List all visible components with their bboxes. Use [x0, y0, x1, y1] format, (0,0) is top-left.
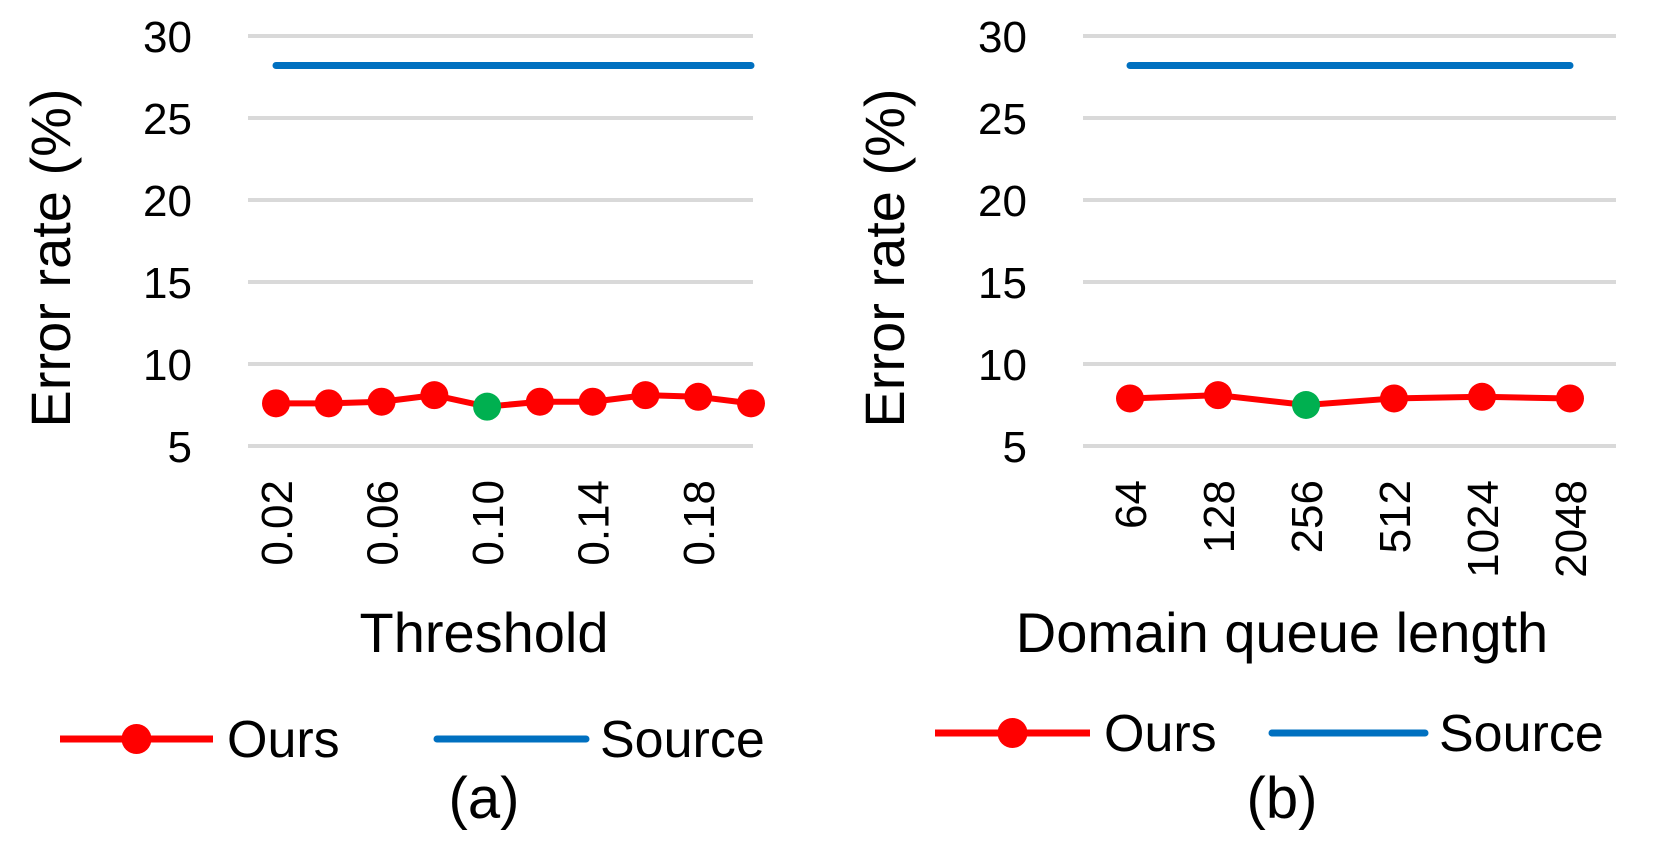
- panel-a-ours-point: [314, 389, 343, 418]
- panel-a-label: (a): [449, 766, 520, 831]
- panel-b-ytick-label: 20: [978, 177, 1027, 226]
- panel-a-ours-point: [525, 387, 554, 416]
- panel-b-label: (b): [1247, 766, 1318, 831]
- panel-b-ours-point: [1204, 381, 1232, 410]
- panel-a-xlabel: Threshold: [359, 601, 608, 664]
- panel-a-ours-point: [420, 381, 449, 410]
- panel-a-ours-point: [578, 387, 607, 416]
- panel-a-ours-point: [367, 387, 396, 416]
- panel-a-ytick-label: 5: [168, 423, 192, 472]
- panel-b-xlabel: Domain queue length: [1016, 601, 1548, 664]
- panel-b-legend: Ours Source: [935, 705, 1604, 763]
- panel-a-ylabel: Error rate (%): [19, 88, 82, 427]
- panel-b-ours-line: [1129, 392, 1571, 408]
- panel-a-xtick-label: 0.14: [570, 480, 619, 566]
- panel-b-ours-point: [1468, 382, 1496, 411]
- legend-ours-label: Ours: [1104, 705, 1217, 763]
- panel-b-ytick-label: 30: [978, 13, 1027, 62]
- panel-b-xtick-label: 256: [1283, 480, 1332, 553]
- panel-b-ytick-label: 25: [978, 95, 1027, 144]
- panel-b-ours-point-selected: [1292, 391, 1320, 419]
- panel-a-ytick-label: 25: [143, 95, 192, 144]
- panel-a-xtick-label: 0.10: [464, 480, 513, 566]
- panel-a-ours-point: [631, 381, 660, 410]
- panel-a-ytick-label: 30: [143, 13, 192, 62]
- legend-ours-marker: [121, 724, 152, 754]
- panel-a-ytick-label: 10: [143, 341, 192, 390]
- panel-b-ours-point: [1556, 384, 1584, 413]
- panel-a-ytick-label: 20: [143, 177, 192, 226]
- panel-a-ytick-label: 15: [143, 259, 192, 308]
- panel-a-ours-point: [684, 382, 713, 411]
- panel-b-chart: 5 10 15 20 25 30 Error rate (%) 64 128 256 512 1024…: [853, 13, 1616, 831]
- panel-b-ours-point: [1116, 384, 1144, 413]
- panel-b-xtick-label: 512: [1371, 480, 1420, 553]
- panel-a-ours-point-selected: [473, 392, 502, 421]
- panel-b-xtick-label: 2048: [1547, 480, 1596, 578]
- panel-b-xtick-label: 128: [1195, 480, 1244, 553]
- legend-ours-label: Ours: [227, 711, 340, 769]
- panel-b-xtick-label: 1024: [1459, 480, 1508, 578]
- panel-b-xtick-label: 64: [1107, 480, 1156, 529]
- panel-b-ours-point: [1380, 384, 1408, 413]
- legend-source-label: Source: [1439, 705, 1604, 763]
- panel-a-xtick-label: 0.18: [675, 480, 724, 566]
- panel-a-ours-point: [262, 389, 290, 418]
- panel-b-ytick-label: 5: [1003, 423, 1027, 472]
- panel-a-xtick-label: 0.02: [253, 480, 302, 566]
- panel-a-xtick-label: 0.06: [359, 480, 408, 566]
- panel-a-ours-point: [737, 389, 765, 418]
- legend-source-label: Source: [600, 711, 765, 769]
- panel-a-chart: 5 10 15 20 25 30 Error rate (%) 0.02 0.06 0.10 0.1…: [19, 13, 765, 831]
- panel-b-ylabel: Error rate (%): [853, 88, 916, 427]
- panel-b-ytick-label: 15: [978, 259, 1027, 308]
- panel-a-ours-line: [276, 392, 752, 410]
- panel-b-ytick-label: 10: [978, 341, 1027, 390]
- panel-a-legend: Ours Source: [60, 711, 765, 769]
- legend-ours-marker: [997, 718, 1028, 748]
